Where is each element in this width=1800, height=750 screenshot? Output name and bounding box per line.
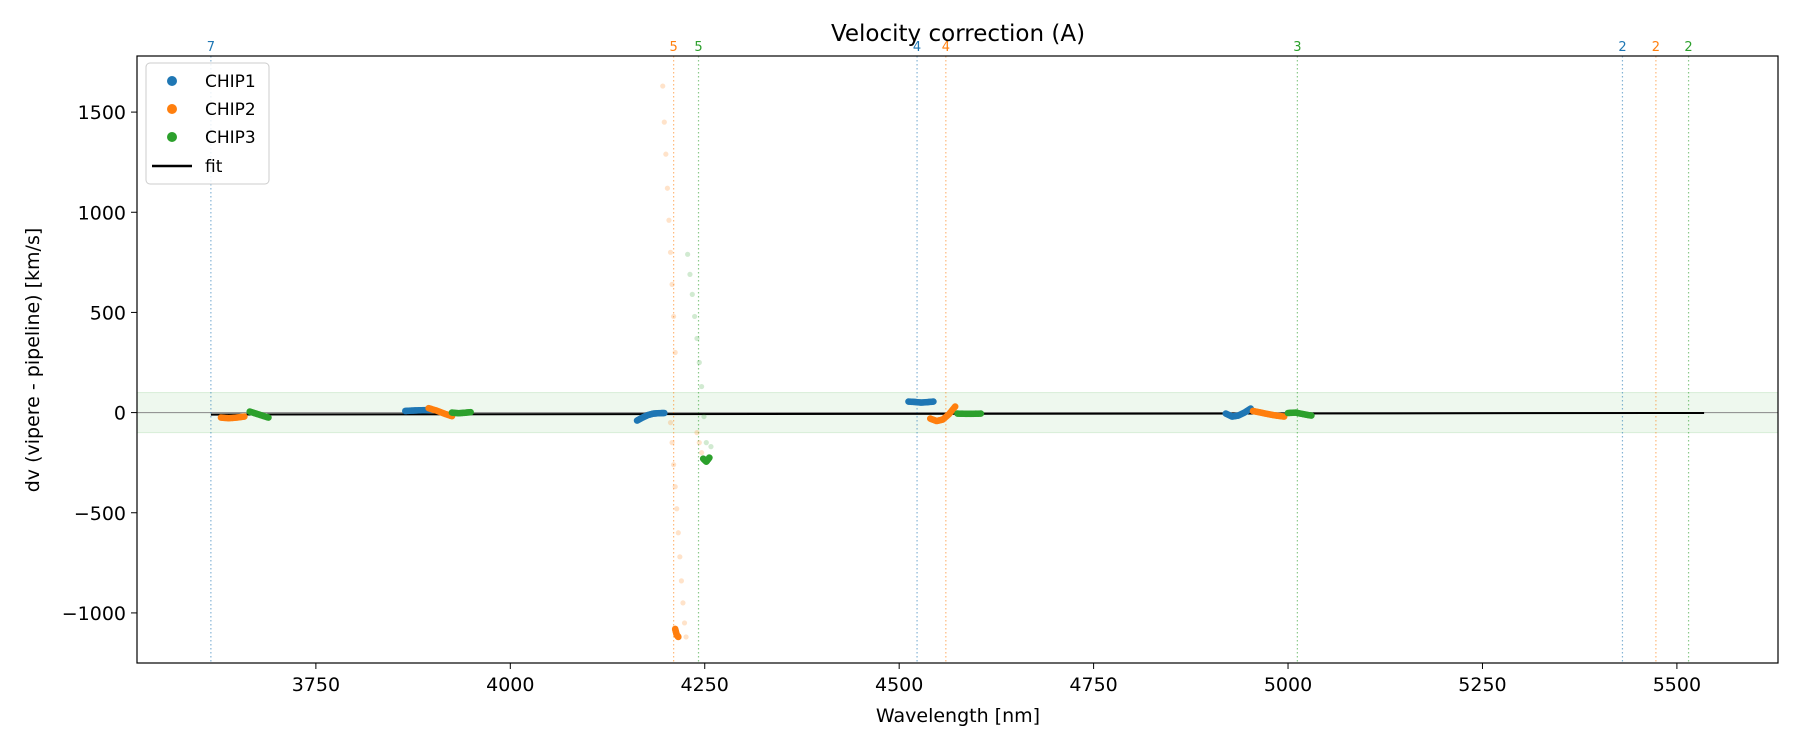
legend-label-fit: fit — [205, 157, 223, 177]
data-point-chip2 — [669, 440, 675, 446]
y-axis-label: dv (vipere - pipeline) [km/s] — [22, 228, 44, 493]
data-point-chip2 — [696, 440, 702, 446]
y-tick-label: 1500 — [78, 102, 126, 124]
order-marker-label: 5 — [669, 40, 677, 55]
data-point-chip2 — [671, 462, 677, 468]
order-marker-label: 3 — [1293, 40, 1301, 55]
axes-frame — [136, 55, 1779, 664]
data-point-chip2 — [667, 249, 674, 255]
data-point-chip3 — [699, 383, 705, 390]
data-point-chip2 — [672, 349, 678, 356]
data-point-chip2 — [675, 530, 681, 536]
x-tick-label: 4250 — [681, 674, 729, 696]
x-tick-label: 5500 — [1653, 674, 1701, 696]
data-point-chip3 — [701, 413, 707, 420]
data-point-chip2 — [951, 403, 959, 410]
legend-label-chip3: CHIP3 — [205, 128, 256, 148]
legend-marker-chip2 — [167, 104, 177, 114]
x-axis-label: Wavelength [nm] — [876, 705, 1040, 727]
data-point-chip2 — [672, 484, 678, 490]
order-marker-label: 7 — [207, 40, 215, 55]
data-point-chip2 — [661, 119, 667, 125]
data-point-chip2 — [694, 430, 700, 436]
data-point-chip2 — [663, 151, 669, 157]
data-point-chip3 — [265, 414, 272, 421]
data-point-chip2 — [678, 578, 685, 584]
data-point-chip2 — [674, 633, 682, 641]
data-point-chip3 — [692, 313, 698, 320]
data-point-chip2 — [681, 620, 688, 626]
data-point-chip2 — [671, 313, 677, 320]
y-tick-label: 500 — [90, 302, 126, 324]
data-point-chip3 — [696, 359, 702, 366]
y-tick-label: 0 — [114, 403, 126, 425]
x-tick-label: 4500 — [875, 674, 923, 696]
data-point-chip2 — [241, 413, 248, 420]
order-marker-label: 2 — [1618, 40, 1626, 55]
y-tick-label: −500 — [74, 503, 126, 525]
data-point-chip2 — [669, 281, 675, 287]
x-tick-label: 5250 — [1458, 674, 1506, 696]
data-point-chip3 — [1308, 412, 1315, 419]
x-tick-label: 4000 — [486, 674, 534, 696]
data-point-chip3 — [977, 410, 985, 417]
legend: CHIP1 CHIP2 CHIP3 fit — [145, 62, 270, 185]
chart-title: Velocity correction (A) — [831, 21, 1085, 47]
order-marker-label: 2 — [1684, 40, 1692, 55]
data-point-chip2 — [667, 420, 674, 426]
data-point-chip2 — [683, 634, 689, 640]
legend-frame — [145, 62, 270, 185]
data-point-chip3 — [694, 335, 700, 342]
data-point-chip3 — [467, 408, 474, 416]
data-point-chip3 — [685, 251, 691, 257]
data-point-chip3 — [703, 440, 709, 446]
order-marker-label: 5 — [694, 40, 702, 55]
data-point-chip2 — [677, 554, 683, 560]
order-marker-label: 4 — [942, 40, 950, 55]
data-point-chip2 — [660, 83, 666, 89]
data-point-chip2 — [674, 506, 680, 512]
legend-marker-chip1 — [167, 76, 177, 86]
data-point-chip2 — [680, 600, 686, 606]
order-marker-label: 2 — [1652, 40, 1660, 55]
order-marker-label: 4 — [913, 40, 921, 55]
data-point-chip3 — [687, 271, 693, 277]
data-point-chip3 — [708, 444, 714, 450]
data-point-chip2 — [699, 450, 705, 456]
x-tick-label: 3750 — [292, 674, 340, 696]
data-point-chip2 — [664, 185, 671, 191]
legend-label-chip2: CHIP2 — [205, 100, 256, 120]
legend-marker-chip3 — [167, 132, 177, 142]
x-tick-label: 4750 — [1069, 674, 1117, 696]
y-tick-label: 1000 — [78, 202, 126, 224]
data-point-chip3 — [689, 291, 695, 297]
data-point-chip2 — [666, 217, 672, 223]
x-tick-label: 5000 — [1264, 674, 1312, 696]
data-point-chip1 — [930, 398, 937, 405]
legend-label-chip1: CHIP1 — [205, 72, 256, 92]
data-point-chip3 — [706, 454, 713, 461]
y-tick-label: −1000 — [62, 603, 126, 625]
data-point-chip1 — [660, 409, 668, 417]
